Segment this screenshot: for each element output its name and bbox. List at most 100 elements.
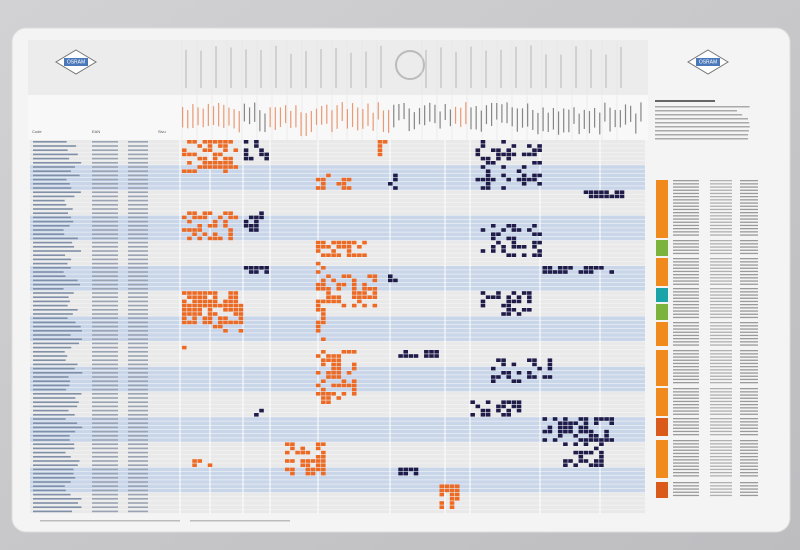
code-text — [33, 393, 82, 395]
price-text — [128, 435, 148, 437]
code-text — [33, 506, 82, 508]
matrix-cell — [449, 505, 455, 509]
matrix-cell — [336, 383, 342, 388]
matrix-cell — [202, 299, 208, 304]
matrix-cell — [537, 366, 542, 371]
matrix-cell — [351, 387, 357, 392]
price-text — [128, 292, 148, 294]
matrix-cell — [259, 152, 264, 157]
matrix-cell — [212, 152, 218, 157]
matrix-cell — [527, 291, 532, 295]
price-text — [128, 393, 148, 395]
matrix-cell — [315, 459, 321, 463]
matrix-cell — [223, 140, 228, 144]
matrix-cell — [388, 274, 393, 278]
matrix-cell — [182, 299, 187, 304]
matrix-cell — [449, 501, 455, 505]
ean-text — [92, 447, 118, 450]
matrix-cell — [527, 308, 532, 312]
matrix-cell — [506, 312, 511, 316]
row — [30, 379, 645, 383]
ean-text — [92, 309, 118, 311]
matrix-cell — [429, 354, 434, 358]
code-text — [33, 510, 72, 513]
matrix-cell — [212, 219, 218, 224]
column-label — [418, 107, 421, 125]
column-label — [521, 108, 524, 128]
matrix-cell — [331, 362, 336, 367]
list-text — [740, 331, 758, 333]
matrix-cell — [362, 282, 367, 287]
list-text — [710, 341, 732, 343]
row — [30, 169, 645, 173]
list-text — [673, 366, 699, 368]
list-text — [740, 196, 758, 198]
matrix-cell — [521, 152, 527, 157]
matrix-cell — [202, 148, 208, 152]
matrix-cell — [248, 224, 254, 228]
row — [30, 480, 645, 484]
price-text — [128, 170, 148, 172]
info-text — [655, 134, 749, 136]
matrix-cell — [568, 425, 573, 430]
code-text — [33, 267, 71, 269]
matrix-cell — [228, 303, 233, 308]
info-text — [655, 130, 749, 132]
matrix-cell — [449, 488, 455, 493]
code-text — [33, 372, 83, 374]
price-text — [128, 195, 148, 198]
row — [30, 148, 645, 152]
matrix-cell — [336, 299, 342, 304]
matrix-cell — [511, 400, 517, 404]
price-text — [128, 216, 148, 219]
list-text — [673, 446, 699, 448]
matrix-cell — [501, 312, 506, 316]
column-label — [341, 102, 343, 121]
ean-text — [92, 485, 118, 487]
matrix-cell — [588, 450, 594, 455]
list-text — [710, 413, 732, 415]
code-text — [33, 170, 71, 172]
row — [30, 488, 645, 493]
price-text — [128, 472, 148, 475]
matrix-cell — [218, 140, 223, 144]
matrix-cell — [182, 345, 187, 350]
matrix-cell — [501, 186, 506, 190]
matrix-cell — [315, 329, 321, 333]
matrix-cell — [223, 224, 228, 228]
ean-text — [92, 212, 118, 214]
matrix-cell — [197, 299, 202, 304]
column-label — [269, 107, 271, 128]
code-text — [33, 174, 80, 177]
matrix-cell — [326, 291, 331, 295]
matrix-cell — [501, 245, 506, 249]
column-label — [238, 111, 240, 133]
row — [30, 509, 645, 514]
matrix-cell — [341, 392, 347, 396]
matrix-cell — [506, 299, 511, 304]
matrix-cell — [315, 249, 321, 253]
list-text — [673, 334, 699, 337]
matrix-cell — [439, 488, 445, 493]
matrix-cell — [537, 144, 542, 148]
matrix-cell — [300, 459, 305, 463]
matrix-cell — [254, 140, 259, 144]
matrix-cell — [305, 471, 311, 476]
matrix-cell — [372, 287, 378, 291]
info-text — [655, 126, 750, 128]
matrix-cell — [527, 177, 532, 182]
matrix-cell — [326, 392, 331, 396]
matrix-cell — [362, 303, 367, 308]
matrix-cell — [527, 152, 532, 157]
list-text — [710, 307, 732, 309]
matrix-cell — [331, 354, 336, 358]
column-label — [424, 105, 426, 126]
matrix-cell — [321, 282, 326, 287]
code-text — [33, 498, 82, 500]
ean-text — [92, 187, 118, 189]
code-text — [33, 309, 78, 311]
matrix-cell — [228, 232, 233, 236]
code-text — [33, 225, 70, 227]
matrix-cell — [573, 450, 578, 455]
code-text — [33, 220, 74, 223]
